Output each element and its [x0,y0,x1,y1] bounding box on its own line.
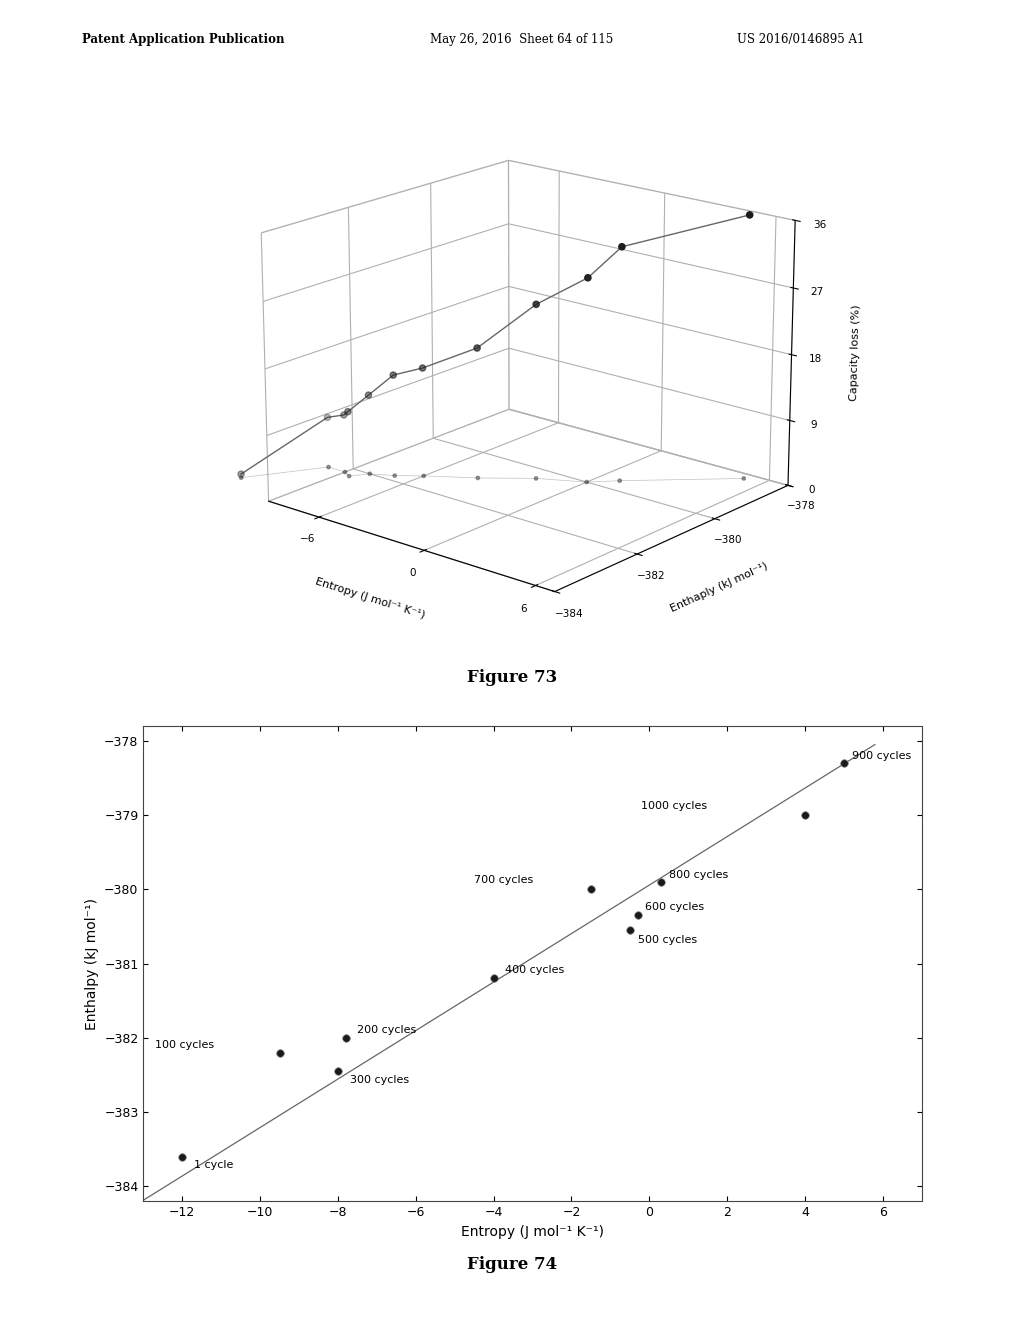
Text: US 2016/0146895 A1: US 2016/0146895 A1 [737,33,864,46]
Text: 500 cycles: 500 cycles [638,935,696,945]
Text: 600 cycles: 600 cycles [645,903,705,912]
Text: Figure 73: Figure 73 [467,669,557,685]
Text: 100 cycles: 100 cycles [155,1040,214,1049]
Point [330,1061,346,1082]
Point [630,904,646,925]
X-axis label: Entropy (J mol⁻¹ K⁻¹): Entropy (J mol⁻¹ K⁻¹) [461,1225,604,1238]
Text: 300 cycles: 300 cycles [349,1074,409,1085]
Point [622,920,638,941]
Point [652,871,669,892]
Point [485,968,502,989]
Point [338,1027,354,1048]
Text: Figure 74: Figure 74 [467,1257,557,1272]
Y-axis label: Enthalpy (kJ mol⁻¹): Enthalpy (kJ mol⁻¹) [85,898,98,1030]
Text: 900 cycles: 900 cycles [852,751,910,760]
Point [797,804,813,825]
Point [174,1146,190,1167]
Text: 800 cycles: 800 cycles [669,870,728,879]
Text: Patent Application Publication: Patent Application Publication [82,33,285,46]
Text: 400 cycles: 400 cycles [505,965,564,975]
Point [836,752,852,774]
Point [583,879,599,900]
X-axis label: Entropy (J mol⁻¹ K⁻¹): Entropy (J mol⁻¹ K⁻¹) [313,577,426,620]
Y-axis label: Enthaply (kJ mol⁻¹): Enthaply (kJ mol⁻¹) [670,561,770,614]
Text: 200 cycles: 200 cycles [357,1024,417,1035]
Text: 700 cycles: 700 cycles [474,875,534,884]
Text: May 26, 2016  Sheet 64 of 115: May 26, 2016 Sheet 64 of 115 [430,33,613,46]
Point [271,1043,288,1064]
Text: 1000 cycles: 1000 cycles [641,801,708,812]
Text: 1 cycle: 1 cycle [194,1160,233,1170]
